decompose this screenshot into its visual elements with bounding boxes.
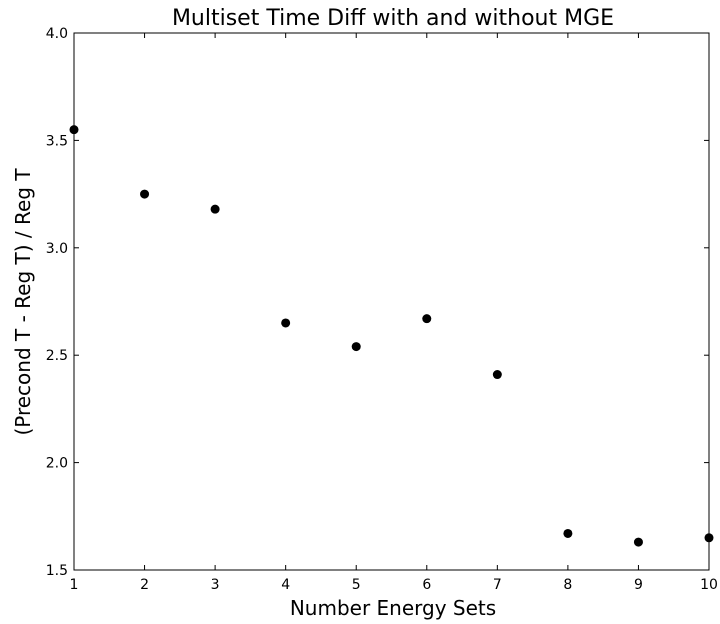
x-tick-label: 6 (422, 577, 431, 593)
y-tick-label: 3.0 (46, 241, 68, 257)
x-tick-label: 7 (493, 577, 502, 593)
data-point (210, 204, 220, 214)
data-point (492, 370, 502, 380)
y-tick-label: 2.5 (46, 348, 68, 364)
x-tick-label: 9 (634, 577, 643, 593)
data-point (69, 125, 79, 135)
x-tick-label: 3 (211, 577, 220, 593)
y-tick-label: 4.0 (46, 26, 68, 42)
x-tick-label: 8 (563, 577, 572, 593)
data-point (704, 533, 714, 543)
y-axis-label: (Precond T - Reg T) / Reg T (11, 168, 35, 436)
data-point (281, 318, 291, 328)
x-tick-label: 10 (700, 577, 718, 593)
plot-area: 1 2 3 4 5 6 7 8 9 10 1.5 2.0 2.5 3.0 3.5 4.0 (46, 26, 718, 593)
data-point (422, 314, 432, 324)
data-point (351, 342, 361, 352)
data-point (563, 528, 573, 538)
x-tick-label: 1 (70, 577, 79, 593)
x-axis-label: Number Energy Sets (290, 596, 496, 620)
plot-frame (73, 32, 710, 571)
data-point (633, 537, 643, 547)
data-point (140, 189, 150, 199)
y-tick-label: 2.0 (46, 456, 68, 472)
x-tick-label: 5 (352, 577, 361, 593)
x-tick-label: 4 (281, 577, 290, 593)
y-tick-label: 1.5 (46, 563, 68, 579)
chart-title: Multiset Time Diff with and without MGE (172, 6, 614, 31)
y-tick-label: 3.5 (46, 133, 68, 149)
x-tick-label: 2 (140, 577, 149, 593)
